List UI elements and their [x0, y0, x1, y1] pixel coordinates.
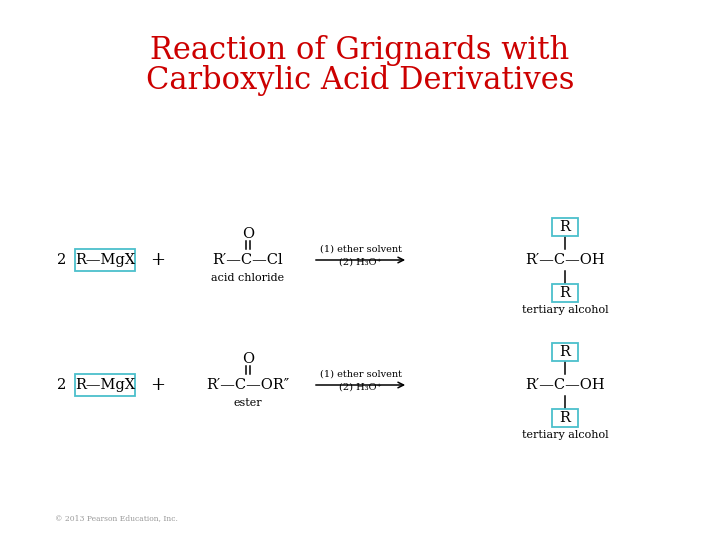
Text: (1) ether solvent: (1) ether solvent	[320, 369, 402, 379]
Text: 2: 2	[58, 378, 67, 392]
Text: O: O	[242, 227, 254, 241]
Text: (2) H₃O⁺: (2) H₃O⁺	[339, 258, 382, 267]
Text: R—MgX: R—MgX	[75, 378, 135, 392]
Text: acid chloride: acid chloride	[212, 273, 284, 283]
Text: O: O	[242, 352, 254, 366]
Bar	[75, 374, 135, 396]
Text: R: R	[559, 345, 570, 359]
Text: ester: ester	[234, 398, 262, 408]
Text: R: R	[559, 220, 570, 234]
Text: R: R	[559, 411, 570, 425]
Bar	[552, 343, 578, 361]
Text: R′—C—OH: R′—C—OH	[525, 253, 605, 267]
Bar	[75, 249, 135, 271]
Text: R: R	[559, 286, 570, 300]
Text: +: +	[150, 251, 166, 269]
Text: (1) ether solvent: (1) ether solvent	[320, 245, 402, 253]
Text: +: +	[150, 376, 166, 394]
Text: (2) H₃O⁺: (2) H₃O⁺	[339, 382, 382, 392]
Text: © 2013 Pearson Education, Inc.: © 2013 Pearson Education, Inc.	[55, 514, 178, 522]
Text: R′—C—Cl: R′—C—Cl	[212, 253, 283, 267]
Text: R′—C—OH: R′—C—OH	[525, 378, 605, 392]
Text: R′—C—OR″: R′—C—OR″	[207, 378, 289, 392]
Bar	[552, 218, 578, 236]
Text: tertiary alcohol: tertiary alcohol	[522, 430, 608, 440]
Text: Carboxylic Acid Derivatives: Carboxylic Acid Derivatives	[145, 64, 575, 96]
Text: R—MgX: R—MgX	[75, 253, 135, 267]
Bar	[552, 284, 578, 302]
Bar	[552, 409, 578, 427]
Text: Reaction of Grignards with: Reaction of Grignards with	[150, 35, 570, 65]
Text: 2: 2	[58, 253, 67, 267]
Text: tertiary alcohol: tertiary alcohol	[522, 305, 608, 315]
